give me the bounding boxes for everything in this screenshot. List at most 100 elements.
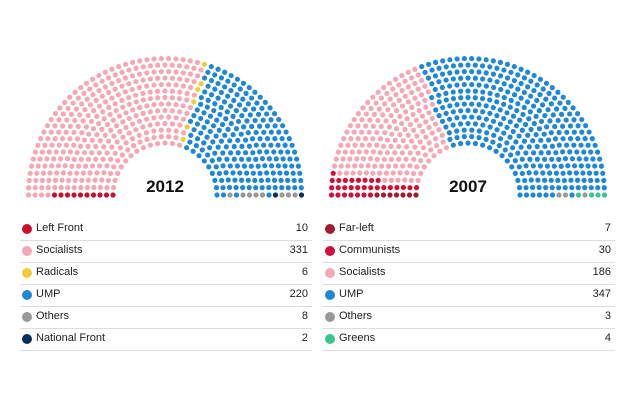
seat-dot: [110, 185, 117, 191]
seat-dot: [268, 142, 274, 148]
seat-dot: [290, 170, 296, 176]
seat-dot: [386, 80, 393, 86]
seat-dot: [425, 61, 432, 67]
seat-dot: [184, 110, 190, 116]
seat-dot: [58, 156, 64, 162]
seat-dot: [367, 117, 373, 123]
seat-dot: [237, 170, 243, 176]
seat-dot: [279, 192, 285, 198]
seat-dot: [205, 152, 211, 158]
seat-dot: [201, 140, 207, 146]
seat-dot: [184, 97, 190, 103]
seat-dot: [87, 86, 93, 92]
seat-dot: [85, 143, 91, 149]
seat-dot: [184, 64, 190, 70]
seat-dot: [529, 184, 536, 191]
seat-dot: [206, 164, 212, 170]
seat-dot: [51, 156, 57, 162]
seat-dot: [227, 103, 234, 109]
seat-dot: [285, 185, 291, 191]
seat-dot: [191, 65, 197, 71]
seat-dot: [39, 149, 45, 155]
seat-dot: [59, 177, 65, 183]
seat-dot: [487, 110, 493, 116]
legend-swatch: [22, 334, 32, 344]
seat-dot: [507, 119, 513, 125]
seat-dot: [422, 97, 428, 103]
seat-dot: [99, 126, 105, 132]
seat-dot: [429, 67, 435, 73]
seat-dot: [67, 94, 73, 100]
seat-dot: [259, 105, 265, 111]
seat-dot: [450, 95, 457, 102]
seat-dot: [399, 87, 405, 94]
seat-dot: [480, 142, 486, 148]
seat-dot: [515, 86, 521, 92]
seat-dot: [371, 111, 378, 117]
seat-dot: [54, 170, 60, 176]
legend-row: Radicals 6: [20, 263, 312, 285]
seat-dot: [194, 121, 200, 127]
seat-dot: [560, 94, 566, 100]
legend-label: Others: [36, 310, 70, 322]
seat-dot: [409, 89, 415, 96]
seat-dot: [273, 156, 279, 162]
seat-dot: [204, 119, 210, 125]
seat-dot: [122, 89, 128, 95]
seat-dot: [534, 82, 540, 88]
seat-dot: [222, 69, 228, 75]
seat-dot: [151, 134, 157, 141]
legend-row: Socialists 186: [323, 263, 615, 285]
seat-dot: [91, 108, 97, 114]
seat-dot: [155, 140, 161, 147]
seat-dot: [528, 93, 534, 99]
seat-dot: [27, 170, 33, 176]
seat-dot: [173, 134, 179, 141]
seat-dot: [106, 104, 112, 111]
seat-dot: [419, 113, 426, 119]
seat-dot: [571, 163, 578, 169]
seat-dot: [469, 101, 475, 107]
seat-dot: [480, 109, 486, 115]
seat-dot: [409, 75, 415, 81]
seat-dot: [242, 150, 249, 156]
seat-dot: [116, 113, 123, 119]
seat-dot: [133, 113, 139, 119]
seat-dot: [501, 81, 507, 87]
seat-dot: [342, 185, 348, 191]
seat-dot: [543, 192, 549, 198]
seat-dot: [379, 163, 385, 169]
seat-dot: [252, 89, 258, 95]
legend-row: UMP 220: [20, 285, 312, 307]
seat-dot: [131, 143, 137, 149]
seat-dot: [375, 117, 381, 124]
seat-dot: [574, 149, 580, 155]
seat-dot: [101, 116, 107, 122]
seat-dot: [377, 150, 383, 156]
seat-dot: [208, 63, 214, 70]
seat-dot: [210, 139, 216, 145]
seat-dot: [191, 113, 197, 119]
seat-dot: [58, 192, 64, 198]
seat-dot: [111, 133, 117, 139]
seat-dot: [565, 99, 571, 106]
seat-dot: [421, 164, 427, 170]
seat-dot: [140, 77, 146, 83]
seat-dot: [93, 156, 99, 162]
seat-dot: [480, 122, 486, 128]
seat-dot: [549, 185, 555, 191]
seat-dot: [515, 72, 521, 78]
seat-dot: [384, 137, 391, 143]
seat-dot: [244, 170, 250, 176]
seat-dot: [155, 62, 161, 68]
seat-dot: [508, 97, 514, 103]
seat-dot: [234, 92, 240, 98]
seat-dot: [569, 192, 575, 198]
seat-dot: [198, 67, 204, 73]
seat-dot: [415, 150, 421, 156]
seat-dot: [476, 134, 482, 141]
legend-label: Radicals: [36, 266, 79, 278]
seat-dot: [542, 112, 548, 119]
seat-dot: [423, 104, 429, 110]
seat-dot: [429, 81, 435, 87]
